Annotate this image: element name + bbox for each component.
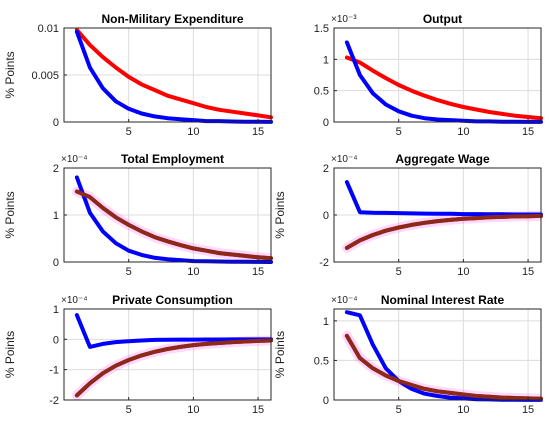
series-line-1 (74, 27, 273, 120)
axes-box (333, 27, 542, 123)
subplot-2: 5 10 15 0 0.5 1 1.5 Output ×10⁻³ (314, 12, 543, 138)
y-tick-label: 2 (53, 163, 59, 175)
y-tick-label: 2 (323, 163, 329, 175)
axes-box (63, 308, 272, 401)
series-line-3 (74, 189, 273, 261)
y-tick-label: -2 (49, 395, 59, 407)
y-tick-label: -1 (49, 365, 59, 377)
x-tick-label: 15 (522, 266, 534, 278)
subplot-title: Non-Military Expenditure (101, 12, 243, 26)
series-line-2 (74, 313, 273, 349)
x-tick-label: 15 (522, 126, 534, 138)
y-axis-label: % Points (3, 191, 17, 238)
x-tick-label: 10 (187, 266, 199, 278)
axis-exponent: ×10⁻⁴ (331, 154, 358, 165)
y-axis-label: % Points (3, 51, 17, 98)
x-tick-label: 5 (126, 404, 132, 416)
subplot-title: Total Employment (121, 152, 224, 166)
y-tick-label: 0.5 (314, 355, 329, 367)
y-tick-label: 0 (323, 117, 329, 129)
axes-box (333, 308, 542, 401)
x-tick-label: 10 (457, 266, 469, 278)
y-tick-label: 0 (323, 395, 329, 407)
subplot-title: Nominal Interest Rate (381, 293, 505, 307)
x-tick-label: 5 (126, 126, 132, 138)
x-tick-label: 5 (396, 404, 402, 416)
series-line-2 (344, 180, 543, 217)
series-line-3 (344, 213, 543, 250)
x-tick-label: 5 (396, 266, 402, 278)
axis-exponent: ×10⁻⁴ (61, 154, 88, 165)
x-tick-label: 5 (396, 126, 402, 138)
y-tick-label: 0.005 (31, 70, 59, 82)
y-axis-label: % Points (273, 191, 287, 238)
y-tick-label: 1 (323, 316, 329, 328)
y-tick-label: 0 (53, 117, 59, 129)
axis-exponent: ×10⁻⁴ (331, 295, 358, 306)
series-line-2 (74, 175, 273, 264)
x-tick-label: 15 (252, 404, 264, 416)
x-tick-label: 10 (187, 404, 199, 416)
y-tick-label: 0 (53, 257, 59, 269)
y-axis-label: % Points (273, 331, 287, 378)
y-tick-label: 1 (53, 304, 59, 316)
subplot-title: Output (423, 12, 462, 26)
y-tick-label: -2 (319, 257, 329, 269)
x-tick-label: 5 (126, 266, 132, 278)
subplot-4: 5 10 15 -2 0 2 Aggregate Wage ×10⁻⁴ % Points (273, 152, 543, 278)
series-line-2 (344, 40, 543, 124)
series-line-3 (344, 333, 543, 401)
x-tick-label: 15 (522, 404, 534, 416)
subplot-title: Private Consumption (112, 293, 233, 307)
subplot-title: Aggregate Wage (395, 152, 490, 166)
series-line-2 (74, 29, 273, 124)
subplot-6: 5 10 15 0 0.5 1 Nominal Interest Rate ×10⁻⁴ % Po… (273, 293, 543, 416)
series-glow (341, 330, 541, 400)
axis-exponent: ×10⁻³ (331, 14, 357, 25)
x-tick-label: 10 (457, 404, 469, 416)
x-tick-label: 15 (252, 126, 264, 138)
subplot-5: 5 10 15 -2 -1 0 1 Private Consumption ×10⁻⁴ % Poi… (3, 293, 273, 416)
series-line-1 (344, 55, 543, 121)
y-tick-label: 0 (323, 210, 329, 222)
axis-exponent: ×10⁻⁴ (61, 295, 88, 306)
y-tick-label: 1.5 (314, 23, 329, 35)
series-glow (71, 186, 271, 262)
series-line-2 (344, 310, 543, 402)
y-tick-label: 0.01 (38, 23, 59, 35)
subplot-3: 5 10 15 0 1 2 Total Employment ×10⁻⁴ % Points (3, 152, 273, 278)
y-tick-label: 1 (53, 210, 59, 222)
y-tick-label: 1 (323, 54, 329, 66)
x-tick-label: 10 (457, 126, 469, 138)
subplot-1: 5 10 15 0 0.005 0.01 Non-Military Expenditure%… (3, 12, 273, 138)
y-axis-label: % Points (3, 331, 17, 378)
series-line-3 (74, 338, 273, 398)
y-tick-label: 0 (53, 334, 59, 346)
y-tick-label: 0.5 (314, 86, 329, 98)
x-tick-label: 10 (187, 126, 199, 138)
x-tick-label: 15 (252, 266, 264, 278)
